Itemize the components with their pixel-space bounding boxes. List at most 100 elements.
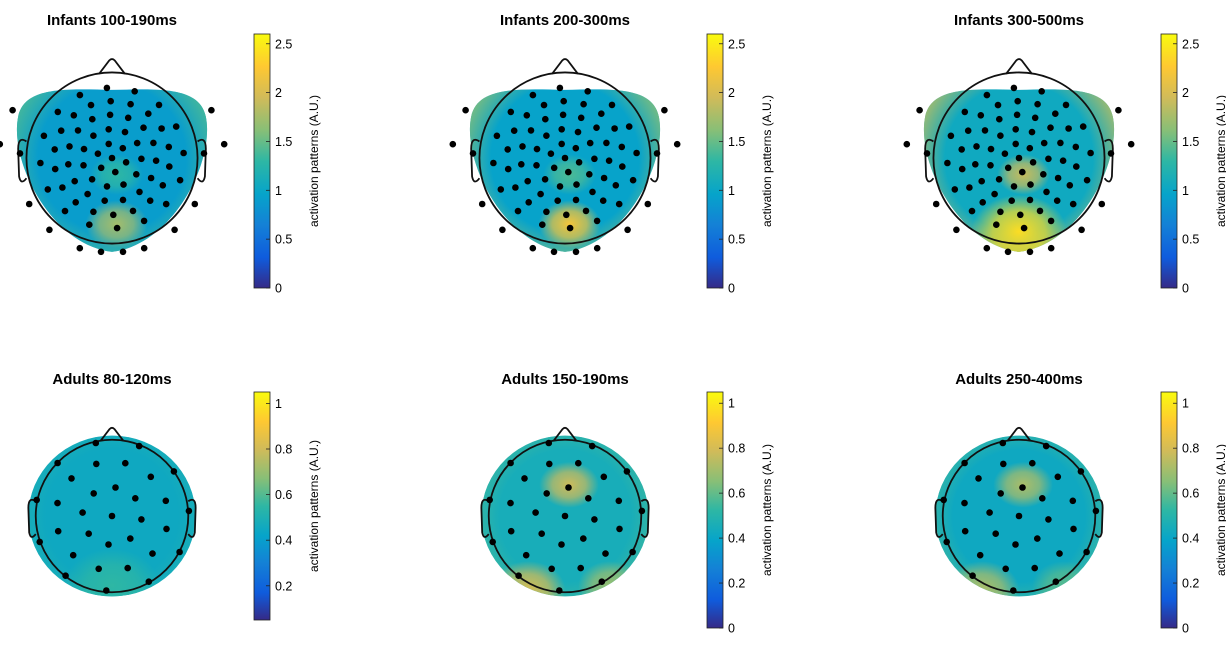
electrode <box>997 208 1004 216</box>
electrode <box>119 248 127 256</box>
electrode <box>155 101 163 109</box>
electrode <box>200 150 208 157</box>
colorbar-tick-label: 0 <box>1182 282 1189 296</box>
electrode <box>593 124 600 131</box>
electrode <box>633 149 640 157</box>
left-ear-outline <box>470 138 481 183</box>
electrode <box>580 535 587 542</box>
panel-title: Infants 300-500ms <box>954 12 1084 29</box>
electrode <box>1026 196 1034 204</box>
electrode <box>550 164 558 172</box>
electrode <box>71 177 78 185</box>
nose-outline <box>99 426 125 442</box>
electrode <box>449 140 457 148</box>
electrode <box>185 507 193 515</box>
electrode <box>976 551 984 559</box>
electrode <box>538 530 545 537</box>
electrode <box>1079 123 1087 130</box>
electrode <box>527 127 535 134</box>
electrode <box>559 111 567 119</box>
electrode <box>1014 97 1021 105</box>
electrode <box>968 207 976 215</box>
colorbar-tick-label: 0.5 <box>728 233 745 247</box>
electrode <box>1010 84 1018 92</box>
electrode <box>577 114 585 122</box>
electrode <box>603 139 610 147</box>
right-ear-outline <box>1094 498 1104 538</box>
electrode <box>108 154 116 162</box>
electrode <box>565 168 572 176</box>
electrode <box>1083 176 1091 184</box>
electrode <box>152 157 160 164</box>
electrode <box>124 114 132 122</box>
electrode <box>1026 144 1034 152</box>
electrode <box>51 146 58 153</box>
electrode <box>1000 460 1007 468</box>
electrode <box>1012 126 1019 133</box>
electrode <box>1029 459 1036 467</box>
colorbar-tick-label: 1 <box>728 184 735 198</box>
electrode <box>138 516 145 523</box>
electrode <box>521 475 528 482</box>
electrode <box>978 177 985 185</box>
electrode <box>565 484 572 491</box>
colorbar-gradient <box>253 33 271 289</box>
electrode <box>95 565 102 573</box>
electrode <box>1027 181 1034 188</box>
electrode <box>514 207 522 215</box>
electrode <box>74 127 82 134</box>
panel-title: Adults 150-190ms <box>501 371 629 388</box>
electrode <box>101 197 108 204</box>
electrodes <box>0 84 228 256</box>
electrode <box>1065 125 1072 132</box>
electrode <box>106 111 114 119</box>
electrode <box>92 439 100 447</box>
electrode <box>943 538 950 546</box>
colorbar-label: activation patterns (A.U.) <box>307 95 321 227</box>
electrode <box>979 199 986 206</box>
colorbar-label: activation patterns (A.U.) <box>1214 95 1226 227</box>
colorbar-tick-label: 0.6 <box>275 488 292 502</box>
colorbar-tick-label: 1.5 <box>275 135 292 149</box>
electrode <box>550 248 558 256</box>
electrode <box>1040 139 1048 147</box>
electrode <box>973 143 980 150</box>
electrode <box>1052 110 1059 117</box>
electrode <box>1015 154 1023 162</box>
electrode <box>486 496 494 504</box>
electrode <box>76 91 84 99</box>
electrode <box>629 548 636 556</box>
head-outline <box>25 71 199 245</box>
electrode <box>54 108 62 116</box>
electrode <box>105 140 112 148</box>
electrode <box>561 154 569 162</box>
colorbar-gradient <box>706 391 724 629</box>
colorbar: 0 0.5 1 1.5 2 2.5 activation patterns (A.U.) <box>1160 33 1226 296</box>
electrode <box>591 516 598 523</box>
left-ear-outline <box>924 138 935 183</box>
colorbar-label: activation patterns (A.U.) <box>760 444 774 576</box>
electrode <box>1001 150 1009 157</box>
activation-peak-occipital <box>64 548 160 597</box>
colorbar: 0 0.5 1 1.5 2 2.5 activation patterns (A.U.) <box>253 33 321 296</box>
electrode <box>558 541 565 548</box>
electrode <box>110 211 117 219</box>
colorbar-tick-label: 1 <box>728 397 735 411</box>
electrode <box>1098 200 1106 208</box>
electrode <box>958 165 966 173</box>
electrode <box>124 564 131 572</box>
electrode <box>983 91 991 99</box>
electrode <box>944 159 951 167</box>
electrode <box>507 527 515 535</box>
electrode <box>953 226 960 234</box>
electrode <box>987 145 995 153</box>
electrode <box>966 184 973 191</box>
colorbar: 0 0.2 0.4 0.6 0.8 1 activation patterns (A.U.) <box>706 391 774 636</box>
colorbar-tick-label: 0.2 <box>1182 577 1199 591</box>
electrode <box>1056 550 1063 557</box>
electrode <box>546 460 553 468</box>
electrode <box>591 155 598 163</box>
electrode <box>1070 525 1077 533</box>
electrode <box>923 150 931 157</box>
electrodes <box>486 439 646 594</box>
